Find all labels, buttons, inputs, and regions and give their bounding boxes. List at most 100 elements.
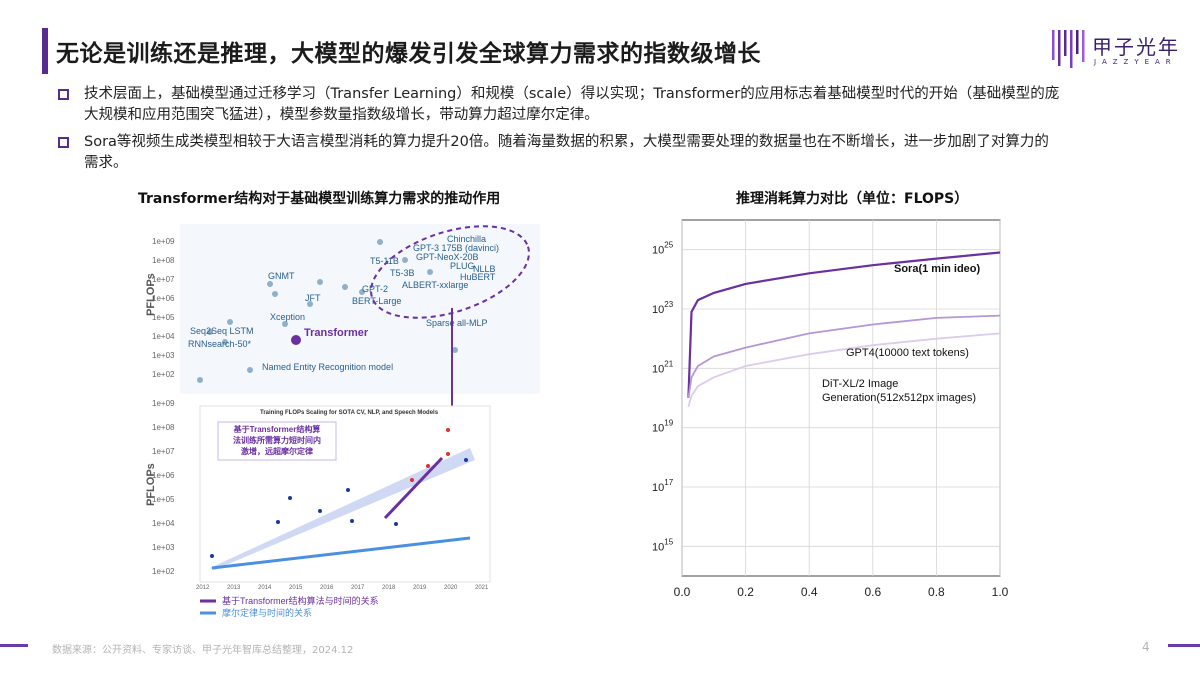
series-line-0 xyxy=(687,251,1001,399)
bottom-plot-ylabel: PFLOPs xyxy=(145,463,157,506)
ytick-exponent: 17 xyxy=(664,478,673,487)
data-point xyxy=(342,284,348,290)
model-label: ALBERT-xxlarge xyxy=(402,280,468,290)
model-label: GPT-NeoX-20B xyxy=(416,252,479,262)
bullet-line: 需求。 xyxy=(84,155,128,171)
data-point xyxy=(464,458,468,462)
ytick-label: 1e+09 xyxy=(152,237,175,246)
series-line-1 xyxy=(687,314,1001,399)
logo-text-cn: 甲子光年 xyxy=(1092,35,1180,59)
xtick-label: 2015 xyxy=(289,585,303,591)
model-label: BERT-Large xyxy=(352,296,401,306)
model-label: HuBERT xyxy=(460,272,496,282)
data-point xyxy=(446,452,450,456)
data-point xyxy=(446,428,450,432)
series-line-2 xyxy=(687,332,1001,408)
model-label: PLUG xyxy=(450,261,475,271)
transformer-label: Transformer xyxy=(304,327,369,339)
xtick-label: 2017 xyxy=(351,585,365,591)
data-point xyxy=(307,301,313,307)
xtick-label: 0.0 xyxy=(674,585,691,599)
xtick-label: 0.2 xyxy=(737,585,754,599)
data-point xyxy=(377,239,383,245)
bullet-item: Sora等视频生成类模型相较于大语言模型消耗的算力提升20倍。随着海量数据的积累… xyxy=(56,132,1096,174)
ytick-label: 1015 xyxy=(652,537,674,553)
dit-annotation: DiT-XL/2 Image xyxy=(822,378,898,390)
data-point xyxy=(197,377,203,383)
data-source: 数据来源：公开资料、专家访谈、甲子光年智库总结整理，2024.12 xyxy=(52,645,354,656)
data-point xyxy=(410,478,414,482)
xtick-label: 2012 xyxy=(196,585,210,591)
model-label: GPT-2 xyxy=(362,284,388,294)
data-point xyxy=(272,291,278,297)
transformer-point xyxy=(291,335,301,345)
footer-accent-right xyxy=(1168,644,1200,647)
xtick-label: 2016 xyxy=(320,585,334,591)
model-label: Seq2Seq LSTM xyxy=(190,326,254,336)
data-point xyxy=(276,520,280,524)
ytick-label: 1e+02 xyxy=(152,370,175,379)
ytick-exponent: 25 xyxy=(664,241,673,250)
xtick-label: 2019 xyxy=(413,585,427,591)
data-point xyxy=(427,269,433,275)
ytick-exponent: 19 xyxy=(664,419,673,428)
xtick-label: 2021 xyxy=(475,585,489,591)
series-annotations: Sora(1 min ideo) GPT4(10000 text tokens)… xyxy=(822,263,981,404)
ytick-label: 1021 xyxy=(652,359,674,375)
ytick-label: 1025 xyxy=(652,241,674,257)
data-point xyxy=(452,347,458,353)
bottom-plot-legend: 基于Transformer结构算法与时间的关系 摩尔定律与时间的关系 xyxy=(200,595,379,618)
data-point xyxy=(394,522,398,526)
sora-annotation: Sora(1 min ideo) xyxy=(894,263,981,275)
data-point xyxy=(222,339,228,345)
callout-line: 激增，远超摩尔定律 xyxy=(241,446,313,456)
model-label: T5-11B xyxy=(370,256,399,266)
ytick-label: 1e+04 xyxy=(152,332,175,341)
ytick-exponent: 15 xyxy=(664,537,673,546)
bullet-square-icon xyxy=(58,137,69,148)
ytick-label: 1e+09 xyxy=(152,399,175,408)
trend-band xyxy=(210,448,475,570)
xtick-label: 0.8 xyxy=(928,585,945,599)
data-point xyxy=(359,289,365,295)
ytick-label: 1e+08 xyxy=(152,423,175,432)
data-point xyxy=(346,488,350,492)
bottom-plot-title: Training FLOPs Scaling for SOTA CV, NLP,… xyxy=(260,410,439,416)
ytick-label: 1019 xyxy=(652,419,674,435)
ytick-label: 1e+02 xyxy=(152,567,175,576)
bullet-line: 技术层面上，基础模型通过迁移学习（Transfer Learning）和规模（s… xyxy=(84,86,1060,102)
xtick-label: 2013 xyxy=(227,585,241,591)
data-point xyxy=(317,279,323,285)
xtick-label: 0.4 xyxy=(801,585,818,599)
ytick-label: 1e+03 xyxy=(152,543,175,552)
transformer-compute-figure: PFLOPs 1e+09 1e+08 1e+07 1e+06 1e+05 1e+… xyxy=(145,224,540,618)
model-label: RNNsearch-50* xyxy=(188,339,252,349)
ytick-exponent: 23 xyxy=(664,300,673,309)
bullet-line: 大规模和应用范围突飞猛进），模型参数量指数级增长，带动算力超过摩尔定律。 xyxy=(84,107,599,123)
ytick-label: 1e+03 xyxy=(152,351,175,360)
data-point xyxy=(318,509,322,513)
data-point xyxy=(207,329,213,335)
model-label: Sparse all-MLP xyxy=(426,318,488,328)
data-point xyxy=(227,319,233,325)
bottom-plot-points xyxy=(210,428,468,558)
plot-frame xyxy=(681,219,1001,577)
xtick-label: 2020 xyxy=(444,585,458,591)
bottom-plot-xticks: 2012 2013 2014 2015 2016 2017 2018 2019 … xyxy=(196,585,489,591)
data-point xyxy=(247,367,253,373)
ytick-label: 1e+08 xyxy=(152,256,175,265)
bullet-item: 技术层面上，基础模型通过迁移学习（Transfer Learning）和规模（s… xyxy=(56,84,1096,126)
ytick-label: 1017 xyxy=(652,478,674,494)
callout-box xyxy=(217,421,337,461)
y-axis-ticks: 1025 1023 1021 1019 1017 1015 xyxy=(652,241,674,554)
plot-grid xyxy=(681,220,1001,576)
bullet-square-icon xyxy=(58,89,69,100)
inference-flops-chart: 1025 1023 1021 1019 1017 1015 0.0 0.2 0.4 0.6 0.8… xyxy=(652,219,1009,599)
xtick-label: 2014 xyxy=(258,585,272,591)
data-point xyxy=(282,321,288,327)
ytick-label: 1023 xyxy=(652,300,674,316)
data-point xyxy=(426,464,430,468)
logo-bars-icon xyxy=(1052,30,1085,68)
footer-accent-left xyxy=(0,644,28,647)
ytick-exponent: 21 xyxy=(664,359,673,368)
